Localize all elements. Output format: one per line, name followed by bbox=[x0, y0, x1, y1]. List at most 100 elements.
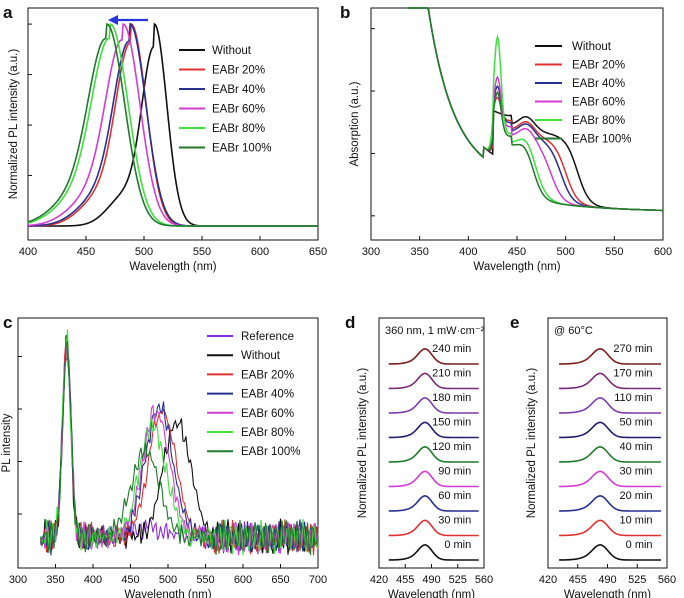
trace-d-6 bbox=[388, 495, 479, 512]
series-b-1 bbox=[407, 7, 664, 212]
axis-c-xtick-label: 550 bbox=[196, 574, 214, 586]
panel-c: 300 350 400 450 500 550 600 650 700 Wavelength (n… bbox=[1, 317, 327, 598]
series-c-1 bbox=[39, 335, 319, 555]
axis-a-xlabel: Wavelength (nm) bbox=[129, 261, 216, 273]
trace-label-e-5: 30 min bbox=[620, 466, 653, 478]
trace-d-1 bbox=[388, 372, 479, 390]
axis-d-xtick-label: 455 bbox=[396, 574, 414, 586]
trace-e-6 bbox=[559, 495, 662, 512]
axis-b-xtick-label: 500 bbox=[556, 246, 574, 258]
annotation-d: 360 nm, 1 mW·cm⁻² bbox=[385, 325, 485, 337]
legend-c-label-1: Without bbox=[241, 350, 281, 362]
trace-label-d-6: 60 min bbox=[438, 490, 471, 502]
panel-letter-a: a bbox=[3, 3, 13, 22]
trace-label-d-8: 0 min bbox=[444, 539, 471, 551]
series-c-5 bbox=[39, 329, 319, 556]
panel-b: 300 350 400 450 500 550 600 Wavelength (nm) Abso… bbox=[349, 7, 672, 273]
panel-letter-d: d bbox=[345, 313, 355, 332]
trace-label-d-2: 180 min bbox=[432, 392, 471, 404]
legend-c-label-0: Reference bbox=[241, 331, 294, 343]
trace-label-d-3: 150 min bbox=[432, 417, 471, 429]
legend-c-label-3: EABr 40% bbox=[241, 389, 294, 401]
trace-label-d-5: 90 min bbox=[438, 466, 471, 478]
legend-b-label-3: EABr 60% bbox=[572, 97, 625, 109]
series-a-2 bbox=[27, 22, 318, 227]
series-b-4 bbox=[407, 7, 664, 212]
trace-label-d-1: 210 min bbox=[432, 368, 471, 380]
axis-c-xtick-label: 500 bbox=[159, 574, 177, 586]
series-b-3 bbox=[407, 7, 664, 212]
legend-a-label-3: EABr 60% bbox=[212, 104, 265, 116]
trace-d-2 bbox=[388, 397, 479, 414]
trace-label-e-2: 110 min bbox=[614, 392, 652, 404]
axis-e-xtick-label: 490 bbox=[598, 574, 616, 586]
axis-a-xtick-label: 600 bbox=[251, 246, 269, 258]
trace-label-d-0: 240 min bbox=[432, 343, 471, 355]
trace-label-e-7: 10 min bbox=[620, 515, 653, 527]
trace-e-2 bbox=[559, 397, 662, 414]
panel-letter-e: e bbox=[510, 313, 519, 332]
panel-a: 400 450 500 550 600 650 Wavelength (nm) Normali… bbox=[8, 7, 327, 273]
trace-label-e-8: 0 min bbox=[626, 539, 653, 551]
axis-b-xtick-label: 600 bbox=[654, 246, 672, 258]
trace-e-8 bbox=[559, 544, 662, 561]
legend-a-label-1: EABr 20% bbox=[212, 65, 265, 77]
trace-e-4 bbox=[559, 446, 662, 463]
series-b-5 bbox=[407, 7, 664, 212]
legend-a-label-2: EABr 40% bbox=[212, 84, 265, 96]
annotation-e: @ 60°C bbox=[554, 325, 593, 337]
trace-e-1 bbox=[559, 372, 662, 390]
axis-c-xtick-label: 600 bbox=[234, 574, 252, 586]
trace-d-3 bbox=[388, 421, 479, 439]
axis-c-xtick-label: 700 bbox=[309, 574, 327, 586]
axis-d-xtick-label: 420 bbox=[370, 574, 388, 586]
axis-d-xtick-label: 490 bbox=[422, 574, 440, 586]
axis-e-xtick-label: 525 bbox=[628, 574, 646, 586]
legend-a-label-4: EABr 80% bbox=[212, 123, 265, 135]
axis-b-xtick-label: 350 bbox=[410, 246, 428, 258]
trace-label-e-0: 270 min bbox=[613, 343, 652, 355]
series-b-2 bbox=[407, 7, 664, 212]
axis-e-xtick-label: 560 bbox=[658, 574, 676, 586]
trace-label-d-7: 30 min bbox=[438, 515, 471, 527]
axis-d-xtick-label: 525 bbox=[449, 574, 467, 586]
legend-c-label-6: EABr 100% bbox=[241, 446, 300, 458]
series-b-0 bbox=[407, 7, 664, 212]
axis-b-xtick-label: 400 bbox=[459, 246, 477, 258]
axis-a-ylabel: Normalized PL intensity (a.u.) bbox=[8, 49, 20, 200]
axis-b-xlabel: Wavelength (nm) bbox=[473, 261, 560, 273]
legend-c-label-2: EABr 20% bbox=[241, 369, 294, 381]
trace-d-0 bbox=[388, 348, 479, 365]
trace-label-e-4: 40 min bbox=[620, 441, 653, 453]
axis-a-frame bbox=[27, 7, 319, 241]
axis-d-ylabel: Normalized PL intensity (a.u.) bbox=[357, 368, 369, 519]
axis-d-xtick-label: 560 bbox=[475, 574, 493, 586]
trace-d-8 bbox=[388, 544, 479, 561]
series-c-6 bbox=[39, 340, 319, 556]
legend-a-label-0: Without bbox=[212, 45, 252, 57]
axis-a-xtick-label: 400 bbox=[19, 246, 37, 258]
legend-b-label-4: EABr 80% bbox=[572, 115, 625, 127]
series-a-1 bbox=[27, 22, 318, 227]
axis-e-xtick-label: 420 bbox=[539, 574, 557, 586]
series-a-0 bbox=[28, 22, 318, 227]
legend-c-label-5: EABr 80% bbox=[241, 427, 294, 439]
axis-a-xtick-label: 550 bbox=[193, 246, 211, 258]
series-a-3 bbox=[27, 22, 318, 227]
panel-e: 420 455 490 525 560 Wavelength (nm) Normalized… bbox=[526, 317, 676, 598]
series-a-5 bbox=[27, 22, 318, 227]
trace-label-e-1: 170 min bbox=[613, 368, 652, 380]
trace-d-5 bbox=[388, 470, 479, 488]
trace-label-e-6: 20 min bbox=[620, 490, 653, 502]
blue-shift-arrow-head bbox=[108, 15, 118, 25]
axis-c-xtick-label: 650 bbox=[271, 574, 289, 586]
trace-label-d-4: 120 min bbox=[432, 441, 471, 453]
trace-d-7 bbox=[388, 519, 479, 537]
axis-c-xtick-label: 450 bbox=[121, 574, 139, 586]
axis-a-xtick-label: 450 bbox=[77, 246, 95, 258]
trace-label-e-3: 50 min bbox=[620, 417, 653, 429]
trace-d-4 bbox=[388, 446, 479, 463]
axis-c-ylabel: PL intensity bbox=[1, 413, 13, 472]
